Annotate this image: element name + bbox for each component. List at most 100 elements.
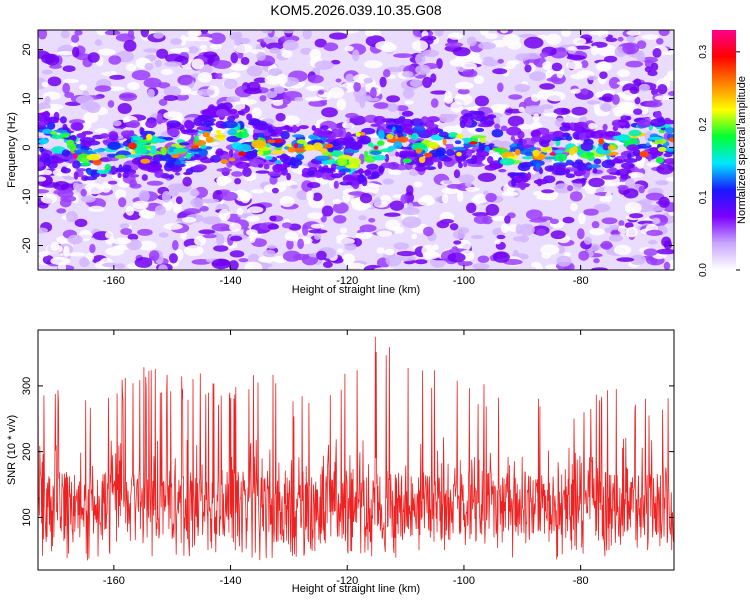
heatmap-cell [184,119,194,129]
heatmap-cell [264,90,278,99]
heatmap-cell [287,161,296,166]
heatmap-cell [363,77,374,84]
heatmap-cell [236,143,252,153]
heatmap-cell [366,163,379,170]
heatmap-cell [504,215,511,224]
heatmap-cell [75,95,95,105]
heatmap-cell [298,125,309,130]
heatmap-peak [598,138,604,145]
heatmap-cell [281,115,300,125]
heatmap-cell [52,157,65,164]
heatmap-cell [320,167,336,172]
heatmap-cell [59,116,67,124]
heatmap-cell [609,167,618,173]
heatmap-peak [274,139,283,144]
heatmap-cell [664,158,674,165]
heatmap-peak [296,139,306,145]
heatmap-cell [628,129,642,137]
heatmap-cell [227,115,236,123]
snr-frame [37,329,675,571]
heatmap-cell [203,120,214,125]
heatmap-cell [202,216,222,225]
colorbar-tick-label: 0.1 [698,190,709,204]
heatmap-cell [71,34,80,43]
heatmap-cell [349,141,363,151]
heatmap-cell [297,238,304,250]
heatmap-cell [252,132,259,141]
heatmap-cell [66,211,78,223]
heatmap-cell [125,122,139,127]
heatmap-peak [293,142,299,149]
heatmap-cell [407,202,414,214]
heatmap-cell [518,106,525,113]
heatmap-cell [356,203,372,209]
heatmap-cell [445,149,455,156]
heatmap-cell [616,169,621,176]
heatmap-cell [202,109,212,115]
heatmap-cell [535,263,543,270]
heatmap-cell [645,142,651,147]
heatmap-cell [586,100,601,105]
heatmap-cell [314,171,323,179]
heatmap-cell [237,110,245,116]
heatmap-cell [400,157,405,166]
heatmap-cell [613,244,632,256]
heatmap-cell [428,149,445,157]
heatmap-cell [656,248,674,255]
heatmap-cell [342,122,355,129]
heatmap-cell [235,161,250,169]
heatmap-cell [506,60,516,70]
heatmap-cell [552,130,565,138]
heatmap-cell [555,153,567,162]
heatmap-cell [345,176,358,181]
heatmap-peak [532,149,540,157]
heatmap-cell [151,160,161,164]
heatmap-cell [636,40,647,49]
heatmap-cell [312,131,328,137]
heatmap-cell [491,128,504,138]
heatmap-cell [666,176,674,182]
heatmap-cell [627,152,632,160]
heatmap-cell [468,110,477,114]
heatmap-cell [345,73,354,83]
heatmap-peak [469,141,478,145]
heatmap-cell [515,53,530,61]
heatmap-cell [223,78,238,89]
snr-y-label: SNR (10 * v/v) [6,415,18,485]
colorbar: 0.0 0.1 0.2 0.3 Normalized spectral amplitu… [698,30,748,277]
heatmap-cell [463,159,468,168]
heatmap-cell [261,30,273,34]
colorbar-label: Normalized spectral amplitude [736,76,748,224]
heatmap-y-label: Frequency (Hz) [6,112,18,188]
heatmap-peak [205,136,214,144]
heatmap-cell [622,42,640,55]
heatmap-cell [648,239,658,245]
heatmap-cell [616,135,631,141]
heatmap-cell [244,261,263,270]
heatmap-cell [115,33,135,42]
heatmap-cell [317,90,325,95]
heatmap-cell [307,182,321,189]
heatmap-cell [86,101,101,114]
heatmap-cell [281,49,293,58]
heatmap-cell [282,39,299,51]
heatmap-cell [290,184,298,189]
heatmap-cell [200,30,208,34]
heatmap-cell [475,127,485,133]
heatmap-cell [292,134,305,138]
heatmap-cell [550,230,566,240]
heatmap-cell [160,155,175,162]
heatmap-cell [464,181,472,188]
heatmap-cell [345,131,352,139]
heatmap-cell [546,91,566,102]
heatmap-cell [422,49,440,58]
heatmap-cell [476,150,490,157]
heatmap-cell [601,93,615,103]
heatmap-cell [539,83,555,90]
heatmap-cell [43,157,52,167]
heatmap-cell [43,110,50,119]
heatmap-cell [194,235,207,246]
heatmap-cell [68,252,87,257]
heatmap-cell [510,135,516,141]
heatmap-cell [65,101,81,107]
